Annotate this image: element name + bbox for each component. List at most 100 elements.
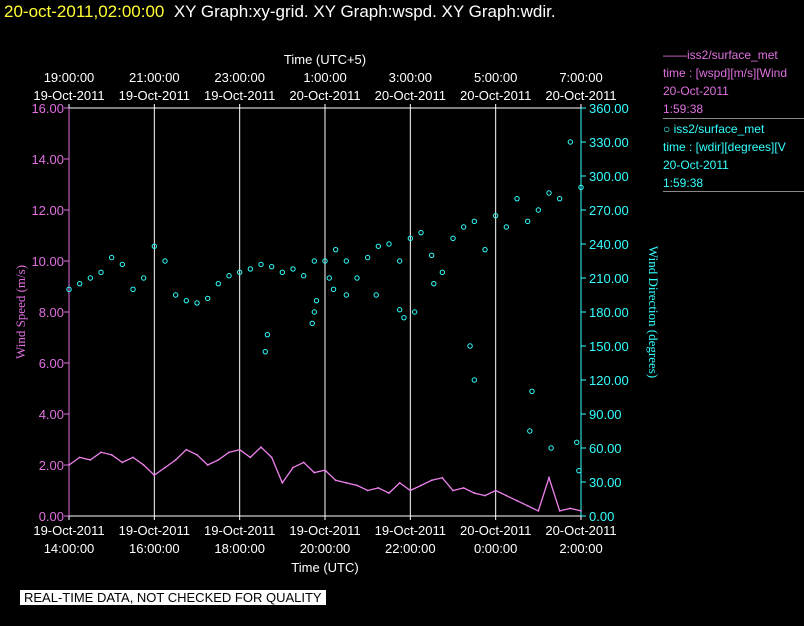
y-left-tick-label: 12.00: [31, 203, 64, 218]
x-bottom-tick-label: 20:00:00: [300, 541, 351, 556]
x-top-tick-date: 20-Oct-2011: [545, 88, 616, 103]
wspd-point: [313, 471, 316, 474]
wdir-point: [396, 307, 403, 313]
legend-wdir-var: time : [wdir][degrees][V: [663, 140, 786, 154]
legend-wspd-time: 1:59:38: [663, 102, 704, 116]
wdir-point: [375, 243, 382, 249]
x-top-tick-label: 21:00:00: [129, 70, 180, 85]
wdir-point: [418, 229, 424, 236]
wspd-point: [121, 461, 124, 464]
wspd-point: [89, 459, 92, 461]
y-left-tick-label: 2.00: [39, 458, 64, 473]
y-right-tick-label: 0.00: [589, 509, 614, 524]
legend-wspd: ——iss2/surface_met time : [wspd][m/s][Wi…: [663, 46, 804, 118]
wdir-point: [226, 273, 232, 279]
wspd-point: [409, 489, 412, 492]
wspd-point: [526, 504, 529, 507]
y-right-tick-label: 120.00: [589, 373, 629, 388]
wdir-point: [204, 295, 211, 302]
wspd-point: [153, 474, 156, 477]
wdir-point: [450, 235, 456, 242]
legend-wdir-date: 20-Oct-2011: [663, 158, 729, 172]
y-left-tick-label: 4.00: [39, 407, 64, 422]
wdir-point: [194, 300, 200, 306]
wspd-point: [228, 451, 230, 454]
wdir-point: [322, 258, 328, 264]
legend-wspd-var: time : [wspd][m/s][Wind: [663, 66, 788, 80]
x-top-tick-date: 20-Oct-2011: [289, 88, 360, 103]
wspd-point: [164, 466, 166, 469]
y-right-tick-label: 300.00: [589, 169, 629, 184]
wdir-point: [411, 309, 418, 315]
wdir-point: [247, 266, 254, 272]
wspd-point: [420, 484, 422, 487]
y-left-tick-label: 14.00: [31, 152, 64, 167]
legend-wdir-series: ○ iss2/surface_met: [663, 122, 765, 136]
y-left-axis-label: Wind Speed (m/s): [13, 265, 28, 359]
wdir-point: [268, 263, 275, 270]
wdir-point: [574, 439, 580, 446]
x-top-tick-label: 3:00:00: [389, 70, 432, 85]
wdir-point: [527, 428, 533, 434]
x-bottom-tick-date: 19-Oct-2011: [375, 523, 446, 538]
wdir-point: [330, 286, 337, 293]
quality-banner: REAL-TIME DATA, NOT CHECKED FOR QUALITY: [20, 590, 326, 605]
wdir-point: [151, 243, 158, 249]
wdir-point: [578, 184, 584, 191]
wspd-point: [185, 448, 188, 451]
wdir-point: [76, 280, 83, 287]
wdir-point: [262, 348, 268, 355]
legend-wspd-series: ——iss2/surface_met: [663, 48, 778, 62]
wdir-point: [548, 445, 554, 451]
wdir-point: [332, 246, 339, 253]
wdir-point: [373, 292, 379, 298]
y-right-tick-label: 30.00: [589, 475, 622, 490]
wdir-point: [311, 258, 318, 264]
wdir-point: [467, 343, 473, 349]
x-top-tick-date: 19-Oct-2011: [119, 88, 190, 103]
x-top-tick-date: 20-Oct-2011: [460, 88, 531, 103]
x-bottom-tick-date: 20-Oct-2011: [460, 523, 531, 538]
y-right-tick-label: 270.00: [589, 203, 629, 218]
wdir-point: [354, 275, 360, 281]
legend-wspd-date: 20-Oct-2011: [663, 84, 729, 98]
wdir-point: [546, 190, 552, 196]
wdir-point: [514, 195, 520, 202]
wspd-point: [238, 448, 241, 451]
wspd-point: [356, 484, 358, 487]
y-right-tick-label: 210.00: [589, 271, 629, 286]
x-bottom-tick-date: 19-Oct-2011: [119, 523, 190, 538]
wdir-point: [326, 275, 332, 281]
wdir-point: [492, 212, 499, 219]
wdir-point: [130, 286, 136, 293]
wdir-point: [567, 139, 574, 145]
wspd-point: [484, 494, 486, 497]
wdir-point: [529, 388, 535, 395]
wspd-point: [100, 451, 102, 454]
y-right-axis-label: Wind Direction (degrees): [646, 246, 660, 378]
y-right-tick-label: 180.00: [589, 305, 629, 320]
wspd-point: [174, 459, 177, 461]
y-right-tick-label: 240.00: [589, 237, 629, 252]
y-right-tick-label: 360.00: [589, 101, 629, 116]
wdir-point: [264, 331, 271, 338]
y-right-tick-label: 330.00: [589, 135, 629, 150]
wspd-point: [260, 446, 262, 449]
wspd-point: [580, 510, 582, 512]
wspd-point: [142, 464, 145, 466]
xy-chart: 0.00 2.00 4.00 6.00 8.00 10.00 12.00 14.00 16.00…: [13, 52, 660, 575]
wspd-point: [196, 453, 198, 456]
wspd-point: [441, 476, 444, 479]
wdir-point: [98, 269, 104, 276]
x-top-axis-label: Time (UTC+5): [284, 52, 366, 67]
wspd-point: [558, 510, 561, 512]
x-bottom-tick-date: 19-Oct-2011: [204, 523, 275, 538]
wdir-point: [576, 467, 582, 474]
wspd-point: [110, 453, 113, 456]
wdir-point: [396, 258, 403, 264]
x-bottom-tick-date: 19-Oct-2011: [289, 523, 360, 538]
y-right-tick-label: 150.00: [589, 339, 629, 354]
x-top-tick-date: 20-Oct-2011: [375, 88, 446, 103]
wdir-point: [236, 269, 243, 276]
wdir-point: [471, 218, 478, 225]
